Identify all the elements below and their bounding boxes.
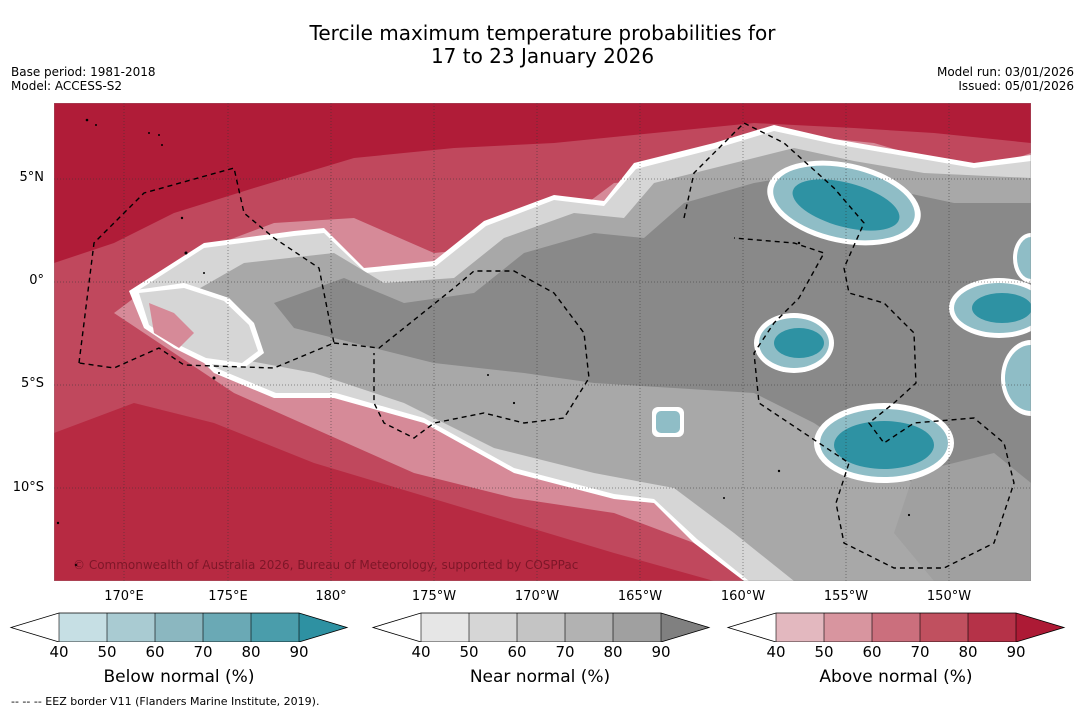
lon-label-170e: 170°E xyxy=(104,589,144,604)
colorbar-below-title: Below normal (%) xyxy=(103,667,255,687)
lon-label-155w: 155°W xyxy=(823,589,869,604)
colorbar-below-extend-high xyxy=(299,613,347,642)
below-blob-6-light xyxy=(656,411,680,433)
model-run: Model run: 03/01/2026 xyxy=(936,65,1074,79)
colorbar-above-tick: 70 xyxy=(910,643,930,661)
colorbar-near-tick: 80 xyxy=(603,643,623,661)
colorbars xyxy=(9,612,1066,642)
near-normal-pocket-inner xyxy=(139,288,258,363)
colorbar-above-extend-low xyxy=(728,613,776,642)
colorbar-below-segment-2 xyxy=(155,613,203,642)
map-credit: © Commonwealth of Australia 2026, Bureau… xyxy=(73,558,579,572)
colorbar-above-segment-0 xyxy=(776,613,824,642)
model-name: Model: ACCESS-S2 xyxy=(11,79,123,93)
colorbar-above-tick: 40 xyxy=(766,643,786,661)
colorbar-near-segment-4 xyxy=(613,613,661,642)
lon-label-175w: 175°W xyxy=(411,589,457,604)
gridlines xyxy=(54,103,1031,581)
colorbar-above-extend-high xyxy=(1016,613,1064,642)
lon-label-170w: 170°W xyxy=(514,589,560,604)
below-blob-3-dark xyxy=(834,421,934,469)
colorbar-near-extend-low xyxy=(373,613,421,642)
colorbar-below-segment-3 xyxy=(203,613,251,642)
lat-label-5n: 5°N xyxy=(19,170,45,185)
lon-label-165w: 165°W xyxy=(617,589,663,604)
colorbar-near-tick: 70 xyxy=(555,643,575,661)
probability-map xyxy=(54,103,1031,581)
map-title-line-1: Tercile maximum temperature probabilitie… xyxy=(309,21,776,45)
colorbar-above-segment-1 xyxy=(824,613,872,642)
lat-label-10s: 10°S xyxy=(12,480,44,495)
near-normal-mid-south xyxy=(894,453,1031,581)
colorbar-above-tick: 50 xyxy=(814,643,834,661)
colorbar-near-segment-3 xyxy=(565,613,613,642)
colorbar-below-tick: 90 xyxy=(289,643,309,661)
colorbar-near-title: Near normal (%) xyxy=(469,667,611,687)
colorbar-near-extend-high xyxy=(661,613,709,642)
colorbar-above-title: Above normal (%) xyxy=(819,667,973,687)
colorbar-above-tick: 80 xyxy=(958,643,978,661)
below-blob-2-dark xyxy=(774,328,824,358)
colorbar-below-tick: 50 xyxy=(97,643,117,661)
islands xyxy=(56,118,911,567)
lon-label-160w: 160°W xyxy=(720,589,766,604)
colorbar-near-segment-0 xyxy=(421,613,469,642)
lon-label-180: 180° xyxy=(315,589,347,604)
lat-label-0: 0° xyxy=(29,273,44,288)
colorbar-near-tick: 90 xyxy=(651,643,671,661)
above-pocket xyxy=(149,303,194,348)
colorbar-near-tick: 50 xyxy=(459,643,479,661)
lat-label-5s: 5°S xyxy=(20,376,44,391)
colorbar-below-tick: 70 xyxy=(193,643,213,661)
colorbar-below-tick: 40 xyxy=(49,643,69,661)
above-high-south xyxy=(54,403,714,581)
colorbar-near xyxy=(371,612,711,642)
eez-borders xyxy=(78,122,1015,569)
colorbar-near-tick: 60 xyxy=(507,643,527,661)
colorbar-above-tick: 60 xyxy=(862,643,882,661)
lon-label-150w: 150°W xyxy=(926,589,972,604)
colorbar-above-segment-4 xyxy=(968,613,1016,642)
colorbar-below-segment-0 xyxy=(59,613,107,642)
meta-right: Model run: 03/01/2026 Issued: 05/01/2026 xyxy=(937,65,1074,93)
below-blob-5-light-b xyxy=(1017,237,1031,279)
colorbar-above xyxy=(726,612,1066,642)
map-title-line-2: 17 to 23 January 2026 xyxy=(430,44,655,68)
colorbar-near-segment-2 xyxy=(517,613,565,642)
base-period: Base period: 1981-2018 xyxy=(11,65,156,79)
colorbar-below-segment-4 xyxy=(251,613,299,642)
eez-footnote: -- -- -- EEZ border V11 (Flanders Marine… xyxy=(11,695,320,708)
colorbar-near-segment-1 xyxy=(469,613,517,642)
meta-left: Base period: 1981-2018 Model: ACCESS-S2 xyxy=(11,65,156,93)
colorbar-above-segment-3 xyxy=(920,613,968,642)
colorbar-above-segment-2 xyxy=(872,613,920,642)
below-blob-5-light xyxy=(1005,345,1031,411)
colorbar-below-tick: 80 xyxy=(241,643,261,661)
colorbar-below-tick: 60 xyxy=(145,643,165,661)
issued-date: Issued: 05/01/2026 xyxy=(958,79,1074,93)
below-blob-4-dark xyxy=(972,293,1031,323)
colorbar-below xyxy=(9,612,349,642)
lon-label-175e: 175°E xyxy=(208,589,248,604)
colorbar-above-tick: 90 xyxy=(1006,643,1026,661)
colorbar-near-tick: 40 xyxy=(411,643,431,661)
above-high-north xyxy=(54,103,1031,263)
colorbar-below-segment-1 xyxy=(107,613,155,642)
colorbar-below-extend-low xyxy=(11,613,59,642)
